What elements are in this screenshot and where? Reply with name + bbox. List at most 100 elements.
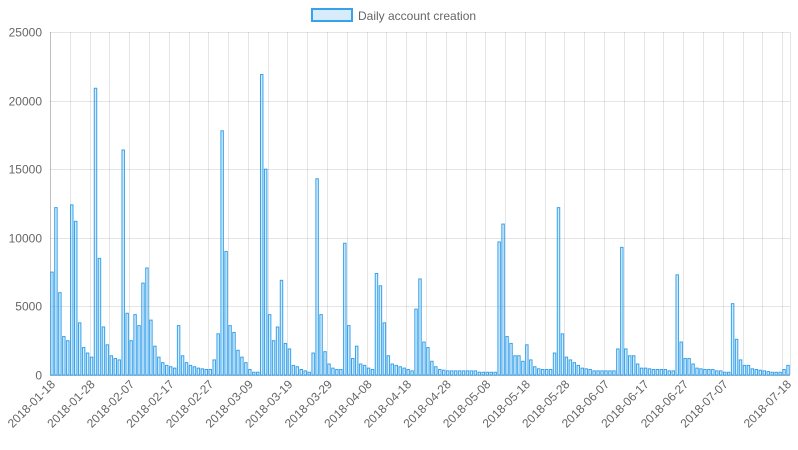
bar[interactable] bbox=[588, 369, 592, 376]
bar[interactable] bbox=[438, 369, 442, 376]
bar[interactable] bbox=[58, 292, 62, 376]
bar[interactable] bbox=[572, 362, 577, 376]
bar[interactable] bbox=[263, 168, 268, 376]
bar[interactable] bbox=[426, 347, 430, 376]
bar[interactable] bbox=[184, 362, 189, 376]
bar[interactable] bbox=[754, 369, 759, 376]
bar[interactable] bbox=[208, 369, 212, 376]
bar[interactable] bbox=[374, 272, 379, 376]
bar[interactable] bbox=[275, 326, 280, 376]
bar[interactable] bbox=[74, 220, 78, 376]
bar[interactable] bbox=[695, 367, 699, 376]
bar[interactable] bbox=[402, 367, 406, 376]
bar[interactable] bbox=[70, 204, 74, 376]
bar[interactable] bbox=[655, 369, 660, 376]
bar[interactable] bbox=[485, 371, 489, 376]
bar[interactable] bbox=[699, 368, 703, 376]
bar[interactable] bbox=[232, 331, 236, 376]
bar[interactable] bbox=[168, 366, 173, 376]
bar[interactable] bbox=[564, 356, 569, 376]
bar[interactable] bbox=[481, 371, 486, 376]
bar[interactable] bbox=[489, 371, 493, 376]
bar[interactable] bbox=[568, 359, 573, 376]
bar[interactable] bbox=[786, 364, 790, 376]
bar[interactable] bbox=[477, 371, 482, 376]
bar[interactable] bbox=[782, 369, 786, 376]
bar[interactable] bbox=[283, 342, 288, 376]
bar[interactable] bbox=[279, 279, 284, 376]
bar[interactable] bbox=[505, 336, 509, 376]
bar[interactable] bbox=[153, 345, 157, 376]
bar[interactable] bbox=[730, 303, 735, 376]
bar[interactable] bbox=[430, 360, 434, 376]
bar[interactable] bbox=[457, 370, 462, 376]
bar[interactable] bbox=[683, 358, 687, 376]
bar[interactable] bbox=[643, 367, 648, 376]
bar[interactable] bbox=[734, 338, 739, 376]
bar[interactable] bbox=[442, 369, 446, 376]
bar[interactable] bbox=[398, 366, 402, 376]
bar[interactable] bbox=[766, 371, 770, 376]
bar[interactable] bbox=[180, 355, 185, 376]
bar[interactable] bbox=[299, 369, 304, 376]
bar[interactable] bbox=[406, 369, 410, 376]
bar[interactable] bbox=[378, 285, 383, 376]
bar[interactable] bbox=[109, 355, 114, 376]
bar[interactable] bbox=[493, 371, 497, 376]
bar[interactable] bbox=[560, 333, 565, 376]
bar[interactable] bbox=[224, 251, 228, 376]
bar[interactable] bbox=[141, 282, 145, 376]
bar[interactable] bbox=[307, 371, 311, 376]
bar[interactable] bbox=[449, 370, 454, 376]
bar[interactable] bbox=[347, 325, 351, 376]
bar[interactable] bbox=[220, 130, 224, 376]
bar[interactable] bbox=[149, 319, 153, 376]
bar[interactable] bbox=[501, 223, 505, 376]
bar[interactable] bbox=[548, 369, 553, 376]
bar[interactable] bbox=[624, 348, 628, 376]
bar[interactable] bbox=[157, 356, 161, 376]
bar[interactable] bbox=[228, 325, 232, 376]
bar[interactable] bbox=[461, 370, 466, 376]
bar[interactable] bbox=[521, 360, 525, 376]
bar[interactable] bbox=[529, 359, 533, 376]
bar[interactable] bbox=[370, 369, 375, 376]
bar[interactable] bbox=[687, 358, 691, 376]
bar[interactable] bbox=[726, 371, 731, 376]
bar[interactable] bbox=[679, 341, 683, 376]
bar[interactable] bbox=[608, 370, 612, 376]
bar[interactable] bbox=[631, 355, 636, 376]
bar[interactable] bbox=[145, 267, 149, 376]
bar[interactable] bbox=[327, 363, 331, 376]
bar[interactable] bbox=[509, 342, 513, 376]
bar[interactable] bbox=[129, 340, 133, 376]
bar[interactable] bbox=[394, 364, 398, 376]
bar[interactable] bbox=[358, 363, 363, 376]
bar[interactable] bbox=[121, 149, 125, 376]
bar[interactable] bbox=[85, 352, 90, 376]
bar[interactable] bbox=[628, 355, 632, 376]
bar[interactable] bbox=[742, 364, 747, 376]
chart-legend[interactable]: Daily account creation bbox=[311, 8, 476, 23]
bar[interactable] bbox=[774, 371, 778, 376]
bar[interactable] bbox=[244, 362, 248, 376]
bar[interactable] bbox=[556, 207, 561, 376]
bar[interactable] bbox=[137, 325, 141, 376]
bar[interactable] bbox=[196, 367, 201, 376]
bar[interactable] bbox=[517, 355, 521, 376]
bar[interactable] bbox=[319, 314, 323, 376]
bar[interactable] bbox=[592, 370, 596, 376]
bar[interactable] bbox=[93, 87, 98, 376]
bar[interactable] bbox=[675, 274, 679, 376]
bar[interactable] bbox=[469, 370, 474, 376]
bar[interactable] bbox=[513, 355, 517, 376]
bar[interactable] bbox=[50, 271, 54, 376]
bar[interactable] bbox=[271, 340, 276, 376]
bar[interactable] bbox=[62, 336, 66, 376]
bar[interactable] bbox=[267, 314, 272, 376]
bar[interactable] bbox=[77, 322, 82, 376]
bar[interactable] bbox=[256, 371, 260, 376]
bar[interactable] bbox=[133, 314, 137, 376]
bar[interactable] bbox=[204, 369, 209, 376]
bar[interactable] bbox=[323, 351, 327, 376]
